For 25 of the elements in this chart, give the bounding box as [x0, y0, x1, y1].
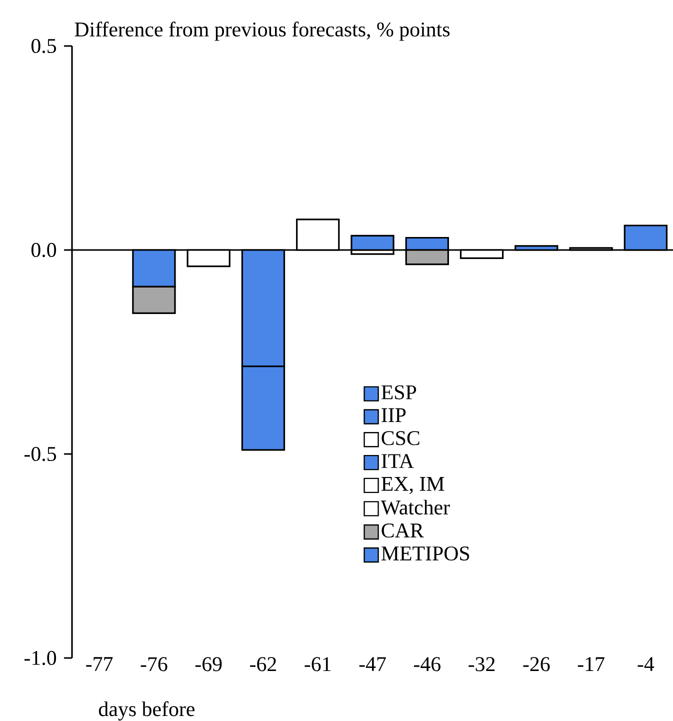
chart-title: Difference from previous forecasts, % points [74, 22, 450, 41]
legend-label: EX, IM [381, 477, 444, 494]
legend-label: IIP [382, 408, 406, 422]
x-tick-label: -69 [195, 657, 222, 672]
y-tick-label: -1.0 [24, 650, 56, 666]
legend-label: ESP [381, 385, 416, 400]
y-tick-label: -0.5 [24, 446, 56, 462]
legend-label: CSC [382, 431, 420, 446]
legend-label: Watcher [380, 500, 450, 515]
x-axis-title: days before [98, 701, 194, 721]
legend-label: CAR [382, 523, 424, 538]
legend-label: METIPOS [381, 546, 470, 561]
x-tick-label: -62 [250, 657, 276, 672]
x-tick-label: -17 [578, 657, 604, 671]
x-tick-label: -32 [468, 657, 495, 672]
legend-label: ITA [382, 454, 414, 468]
x-tick-label: -77 [86, 657, 113, 671]
x-tick-label: -26 [523, 657, 550, 672]
x-tick-label: -46 [414, 657, 440, 672]
y-tick-label: 0.5 [31, 38, 56, 54]
x-tick-label: -4 [638, 657, 654, 671]
x-tick-label: -61 [304, 657, 331, 672]
x-tick-label: -76 [140, 657, 168, 672]
x-tick-label: -47 [359, 657, 386, 671]
y-tick-label: 0.0 [31, 242, 56, 258]
